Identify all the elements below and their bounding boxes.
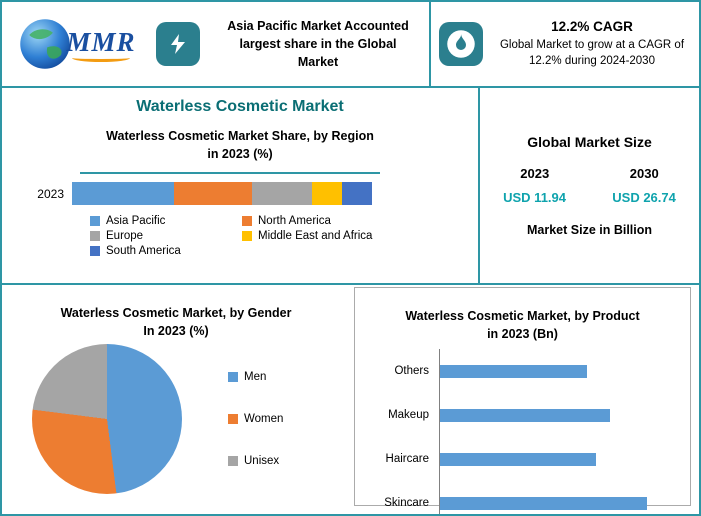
value-2030: USD 26.74 (612, 190, 676, 205)
legend-swatch-women (228, 414, 238, 424)
gender-pie-row: Men Women Unisex (2, 344, 350, 494)
legend-swatch-north-america (242, 216, 252, 226)
market-size-title: Global Market Size (527, 134, 652, 150)
product-rows: Others Makeup Haircare Skincare (355, 349, 690, 514)
bar-skincare (440, 496, 647, 510)
header: MMR Asia Pacific Market Accounted larges… (2, 2, 699, 88)
product-chart: Waterless Cosmetic Market, by Product in… (354, 287, 691, 514)
logo-wordmark: MMR (66, 27, 135, 62)
product-row-skincare: Skincare (355, 481, 690, 514)
product-chart-section: Waterless Cosmetic Market, by Product in… (350, 285, 699, 514)
region-legend: Asia Pacific North America Europe Middle Ea… (90, 215, 478, 257)
callout-asia-pacific-text: Asia Pacific Market Accounted largest sh… (227, 18, 409, 70)
legend-label-south-america: South America (106, 245, 181, 257)
market-size-note: Market Size in Billion (526, 223, 653, 237)
category-label-makeup: Makeup (388, 409, 429, 421)
gender-pie (32, 344, 182, 494)
bar-area-skincare (439, 481, 690, 514)
legend-swatch-asia-pacific (90, 216, 100, 226)
legend-swatch-south-america (90, 246, 100, 256)
callout-asia-pacific: Asia Pacific Market Accounted largest sh… (152, 2, 429, 86)
legend-item-europe: Europe (90, 230, 242, 242)
cagr-title: 12.2% CAGR (551, 18, 633, 34)
middle-section: Waterless Cosmetic Market Waterless Cosm… (2, 88, 699, 285)
bar-makeup (440, 408, 611, 422)
legend-item-men: Men (228, 371, 283, 383)
bar-area-others (439, 349, 690, 393)
legend-label-men: Men (244, 371, 267, 383)
chart-divider-rule (80, 172, 380, 174)
region-segment-south-america (342, 182, 372, 205)
region-bar-track (72, 182, 372, 205)
value-2023: USD 11.94 (503, 190, 566, 205)
category-label-skincare: Skincare (384, 497, 429, 509)
mmr-logo: MMR (2, 17, 152, 71)
region-chart-title-line2: in 2023 (%) (207, 146, 273, 161)
market-size-years: 2023 2030 (480, 166, 699, 181)
bar-area-haircare (439, 437, 690, 481)
cagr-text: Global Market to grow at a CAGR of 12.2%… (499, 38, 685, 67)
bottom-section: Waterless Cosmetic Market, by Gender In … (2, 285, 699, 514)
region-segment-europe (252, 182, 312, 205)
market-size-panel: Global Market Size 2023 2030 USD 11.94 U… (480, 88, 699, 283)
legend-swatch-men (228, 372, 238, 382)
region-stacked-bar-chart: 2023 (2, 182, 478, 205)
bar-haircare (440, 452, 597, 466)
gender-legend: Men Women Unisex (228, 371, 283, 467)
legend-label-north-america: North America (258, 215, 331, 227)
product-chart-title: Waterless Cosmetic Market, by Product in… (355, 308, 690, 343)
callout-cagr: 12.2% CAGR Global Market to grow at a CA… (429, 2, 699, 86)
legend-label-middle-east-and-africa: Middle East and Africa (258, 230, 373, 242)
product-row-others: Others (355, 349, 690, 393)
region-segment-north-america (174, 182, 252, 205)
year-2023-label: 2023 (520, 166, 550, 181)
page-title: Waterless Cosmetic Market (136, 98, 344, 115)
legend-item-north-america: North America (242, 215, 478, 227)
product-chart-title-line1: Waterless Cosmetic Market, by Product (405, 309, 640, 323)
region-segment-asia-pacific (72, 182, 174, 205)
gender-chart-title-line1: Waterless Cosmetic Market, by Gender (60, 306, 292, 320)
flame-icon (439, 22, 483, 66)
legend-label-unisex: Unisex (244, 455, 280, 467)
globe-icon (18, 17, 72, 71)
region-chart-title: Waterless Cosmetic Market Share, by Regi… (2, 128, 478, 163)
region-chart-title-line1: Waterless Cosmetic Market Share, by Regi… (106, 129, 374, 143)
product-row-makeup: Makeup (355, 393, 690, 437)
gender-chart-title-line2: In 2023 (%) (143, 323, 209, 338)
legend-swatch-middle-east-and-africa (242, 231, 252, 241)
logo-text: MMR (66, 26, 136, 57)
legend-label-women: Women (244, 413, 284, 425)
y-axis-label: 2023 (37, 186, 64, 201)
legend-item-unisex: Unisex (228, 455, 283, 467)
legend-item-asia-pacific: Asia Pacific (90, 215, 242, 227)
legend-item-middle-east-and-africa: Middle East and Africa (242, 230, 478, 242)
bar-others (440, 364, 588, 378)
region-segment-middle-east-and-africa (312, 182, 342, 205)
bar-area-makeup (439, 393, 690, 437)
market-size-values: USD 11.94 USD 26.74 (480, 190, 699, 205)
product-row-haircare: Haircare (355, 437, 690, 481)
year-2030-label: 2030 (629, 166, 659, 181)
legend-swatch-unisex (228, 456, 238, 466)
gender-chart-section: Waterless Cosmetic Market, by Gender In … (2, 285, 350, 514)
legend-swatch-europe (90, 231, 100, 241)
region-chart-section: Waterless Cosmetic Market Waterless Cosm… (2, 88, 480, 283)
legend-item-women: Women (228, 413, 283, 425)
cagr-block: 12.2% CAGR Global Market to grow at a CA… (493, 19, 691, 69)
category-label-others: Others (394, 365, 429, 377)
logo-swoosh (72, 54, 130, 62)
category-label-haircare: Haircare (385, 453, 429, 465)
product-chart-title-line2: in 2023 (Bn) (487, 326, 558, 341)
gender-chart-title: Waterless Cosmetic Market, by Gender In … (2, 305, 350, 340)
legend-label-europe: Europe (106, 230, 144, 242)
lightning-icon (156, 22, 200, 66)
legend-label-asia-pacific: Asia Pacific (106, 215, 166, 227)
legend-item-south-america: South America (90, 245, 242, 257)
